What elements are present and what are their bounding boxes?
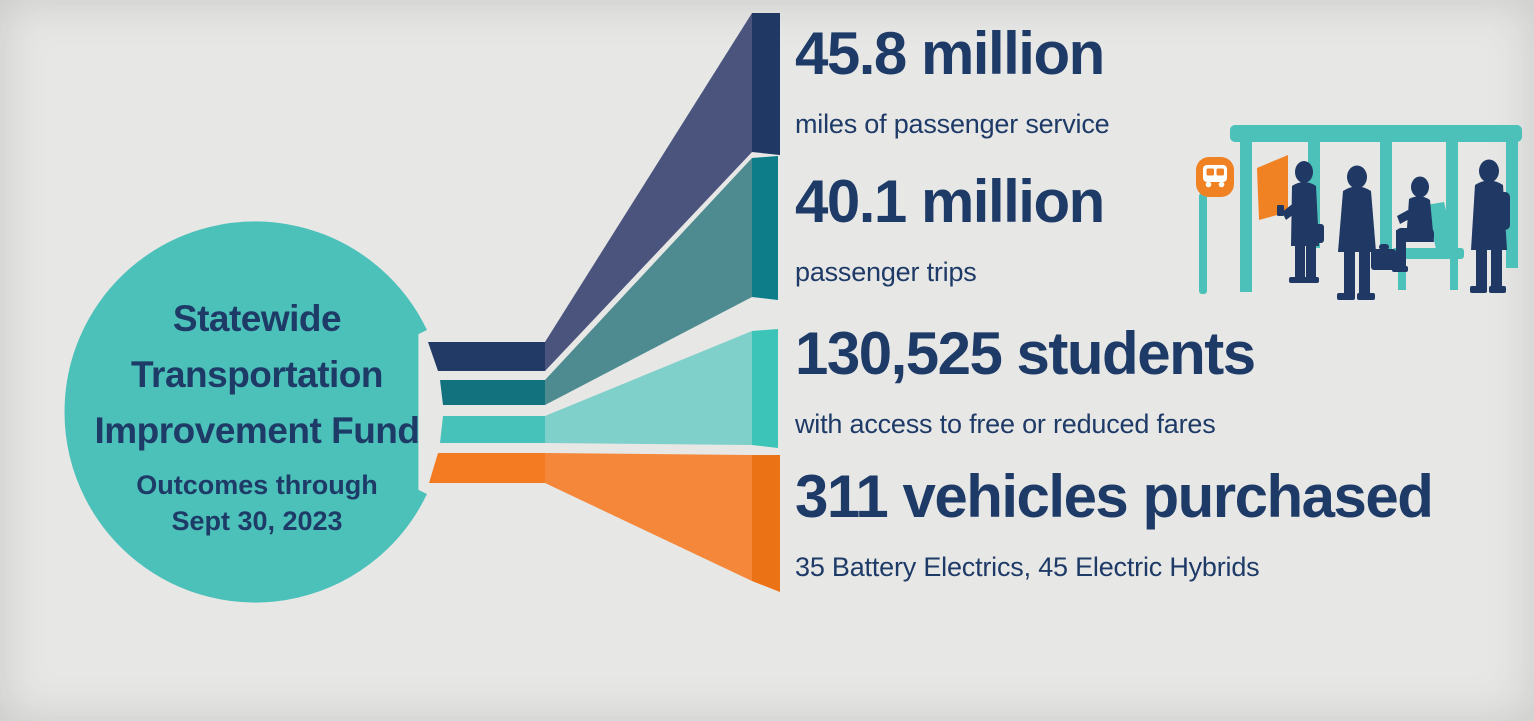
badge-subtitle: Outcomes through Sept 30, 2023	[65, 467, 449, 539]
stat-value: 130,525 students	[795, 320, 1256, 387]
shelter-roof	[1230, 125, 1522, 142]
ribbon-navy-bar	[752, 13, 780, 155]
stat-value: 40.1 million	[795, 168, 1105, 235]
stat-vehicles: 311 vehicles purchased 35 Battery Electr…	[795, 463, 1434, 583]
briefcase-handle	[1379, 244, 1389, 250]
ribbon-orange-bar	[752, 455, 780, 592]
ribbon-teal-band	[440, 380, 545, 405]
shelter-post	[1240, 138, 1252, 292]
shelter-post	[1506, 138, 1518, 268]
person-standing-briefcase	[1337, 165, 1396, 300]
ribbon-lightteal-band	[440, 416, 545, 443]
stat-caption: 35 Battery Electrics, 45 Electric Hybrid…	[795, 552, 1260, 582]
ribbon-navy-band	[428, 342, 545, 371]
ribbon-lightteal-fan	[545, 331, 752, 445]
ribbon-orange-band	[429, 453, 545, 483]
bench-back	[1426, 202, 1457, 258]
ribbon-teal-fan	[545, 158, 752, 405]
phone	[1277, 205, 1284, 216]
stat-caption: miles of passenger service	[795, 109, 1110, 139]
badge-subtitle-line: Sept 30, 2023	[171, 506, 343, 536]
bus-sign-icon	[1203, 165, 1227, 188]
stat-value: 311 vehicles purchased	[795, 463, 1434, 530]
shelter-ad-panel	[1257, 155, 1288, 220]
badge-title-line: Transportation	[130, 354, 384, 395]
badge-ring	[64, 221, 427, 603]
badge-title: Statewide Transportation Improvement Fun…	[65, 291, 449, 459]
ribbon-orange-fan	[545, 453, 752, 581]
bench-leg	[1398, 258, 1406, 290]
person-seated	[1392, 176, 1434, 272]
stat-students: 130,525 students with access to free or …	[795, 320, 1256, 440]
bus-stop-illustration	[1196, 125, 1522, 300]
ribbon-teal-bar	[752, 156, 778, 300]
shelter-post	[1380, 138, 1392, 255]
sign-pole	[1199, 193, 1207, 294]
badge-title-line: Improvement Fund	[94, 410, 420, 451]
stat-caption: with access to free or reduced fares	[795, 409, 1216, 439]
badge-subtitle-line: Outcomes through	[136, 470, 378, 500]
ribbon-lightteal-bar	[752, 329, 778, 448]
shelter-post	[1446, 138, 1458, 252]
stat-miles: 45.8 million miles of passenger service	[795, 20, 1110, 140]
shoulder-bag	[1313, 224, 1324, 243]
stat-value: 45.8 million	[795, 20, 1105, 87]
person-standing-backpack	[1470, 159, 1510, 293]
stat-caption: passenger trips	[795, 257, 977, 287]
stat-trips: 40.1 million passenger trips	[795, 168, 1105, 288]
person-standing-phone	[1277, 161, 1324, 283]
badge-title-line: Statewide	[172, 298, 342, 339]
ribbon-navy-fan	[545, 13, 752, 371]
bench-leg	[1450, 258, 1458, 290]
briefcase	[1371, 249, 1396, 270]
bench-seat	[1392, 248, 1464, 259]
badge-text-block: Statewide Transportation Improvement Fun…	[65, 291, 449, 539]
